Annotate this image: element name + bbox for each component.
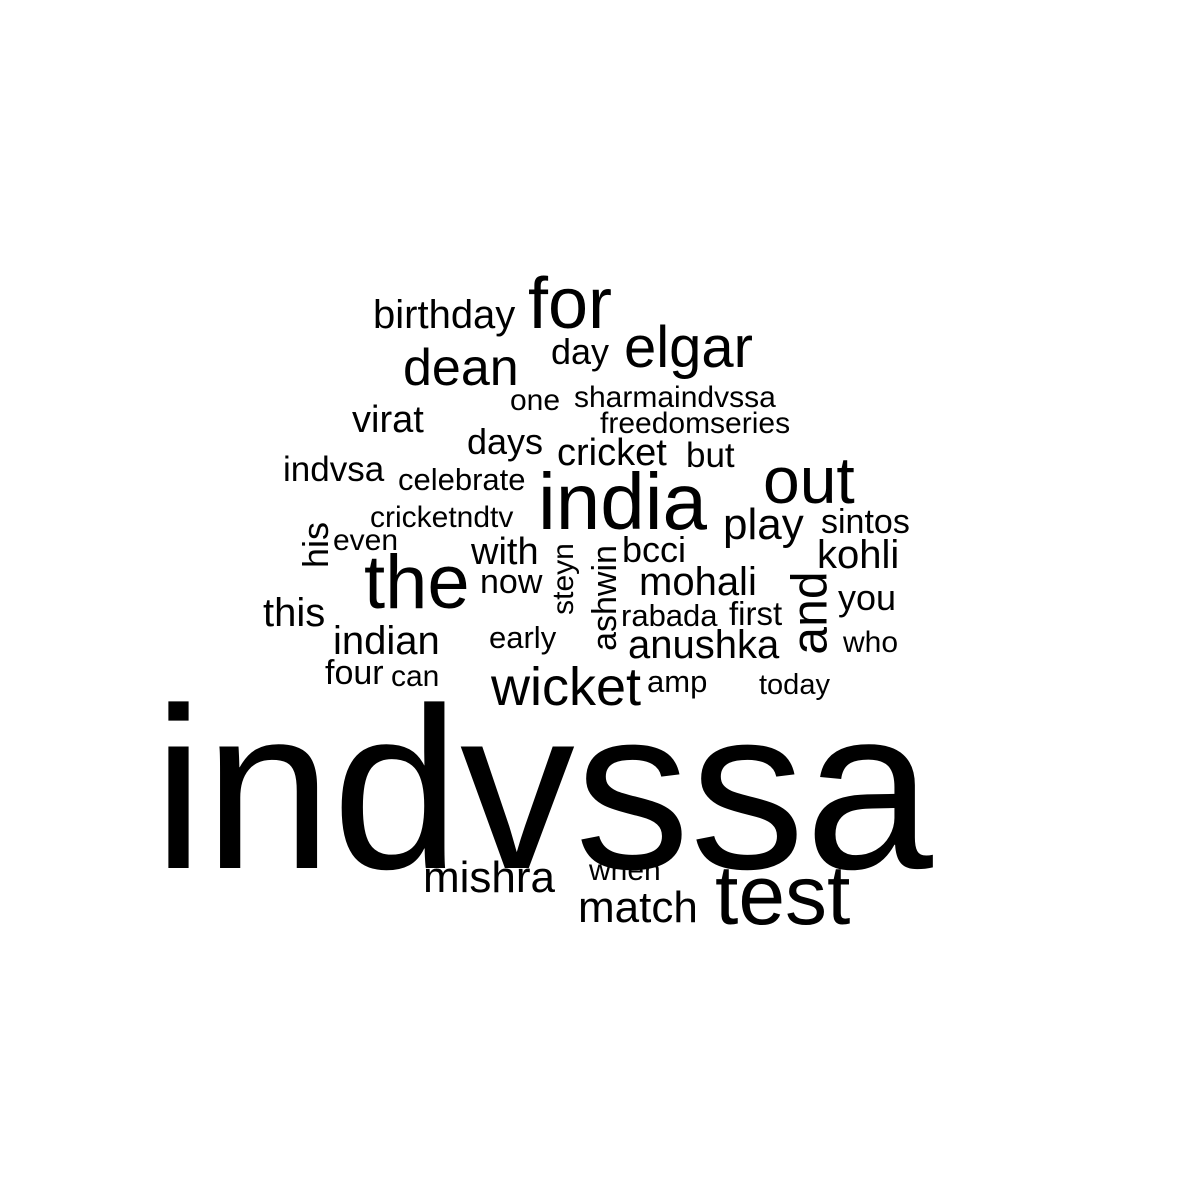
- word-sintos: sintos: [821, 503, 910, 541]
- word-india: india: [538, 457, 708, 546]
- word-early: early: [489, 620, 557, 655]
- word-and: and: [781, 571, 838, 655]
- word-one: one: [510, 384, 561, 417]
- word-cricketndtv: cricketndtv: [370, 501, 514, 534]
- word-kohli: kohli: [817, 533, 900, 577]
- word-cricket: cricket: [557, 432, 667, 474]
- word-birthday: birthday: [373, 293, 516, 337]
- word-bcci: bcci: [622, 529, 687, 570]
- word-out: out: [763, 443, 855, 517]
- word-anushka: anushka: [628, 623, 780, 667]
- word-test: test: [715, 848, 851, 942]
- word-match: match: [578, 883, 698, 932]
- word-when: when: [589, 854, 661, 887]
- word-for: for: [528, 264, 613, 344]
- word-amp: amp: [647, 664, 708, 699]
- word-freedomseries: freedomseries: [600, 407, 791, 440]
- word-indvsa: indvsa: [283, 450, 385, 489]
- word-indvssa: indvssa: [153, 660, 933, 917]
- word-celebrate: celebrate: [398, 462, 526, 497]
- word-you: you: [838, 577, 897, 618]
- word-play: play: [723, 500, 804, 549]
- word-with: with: [471, 531, 539, 573]
- word-mishra: mishra: [423, 853, 556, 902]
- word-dean: dean: [403, 339, 519, 397]
- word-steyn: steyn: [546, 543, 580, 615]
- word-first: first: [729, 595, 783, 632]
- word-mohali: mohali: [639, 560, 757, 604]
- word-now: now: [480, 563, 543, 601]
- word-his: his: [295, 521, 337, 569]
- word-can: can: [391, 660, 440, 693]
- word-even: even: [333, 524, 399, 557]
- word-ashwin: ashwin: [585, 545, 624, 651]
- word-indian: indian: [333, 619, 440, 663]
- word-wicket: wicket: [491, 657, 642, 717]
- word-days: days: [467, 421, 544, 462]
- word-this: this: [263, 591, 326, 635]
- word-day: day: [551, 331, 610, 372]
- word-four: four: [325, 654, 384, 692]
- word-today: today: [759, 669, 830, 701]
- word-who: who: [843, 626, 899, 659]
- word-elgar: elgar: [624, 315, 753, 380]
- word-the: the: [364, 540, 470, 625]
- word-but: but: [686, 436, 735, 475]
- word-rabada: rabada: [621, 598, 718, 633]
- word-sharmaindvssa: sharmaindvssa: [574, 381, 776, 414]
- word-virat: virat: [352, 399, 424, 441]
